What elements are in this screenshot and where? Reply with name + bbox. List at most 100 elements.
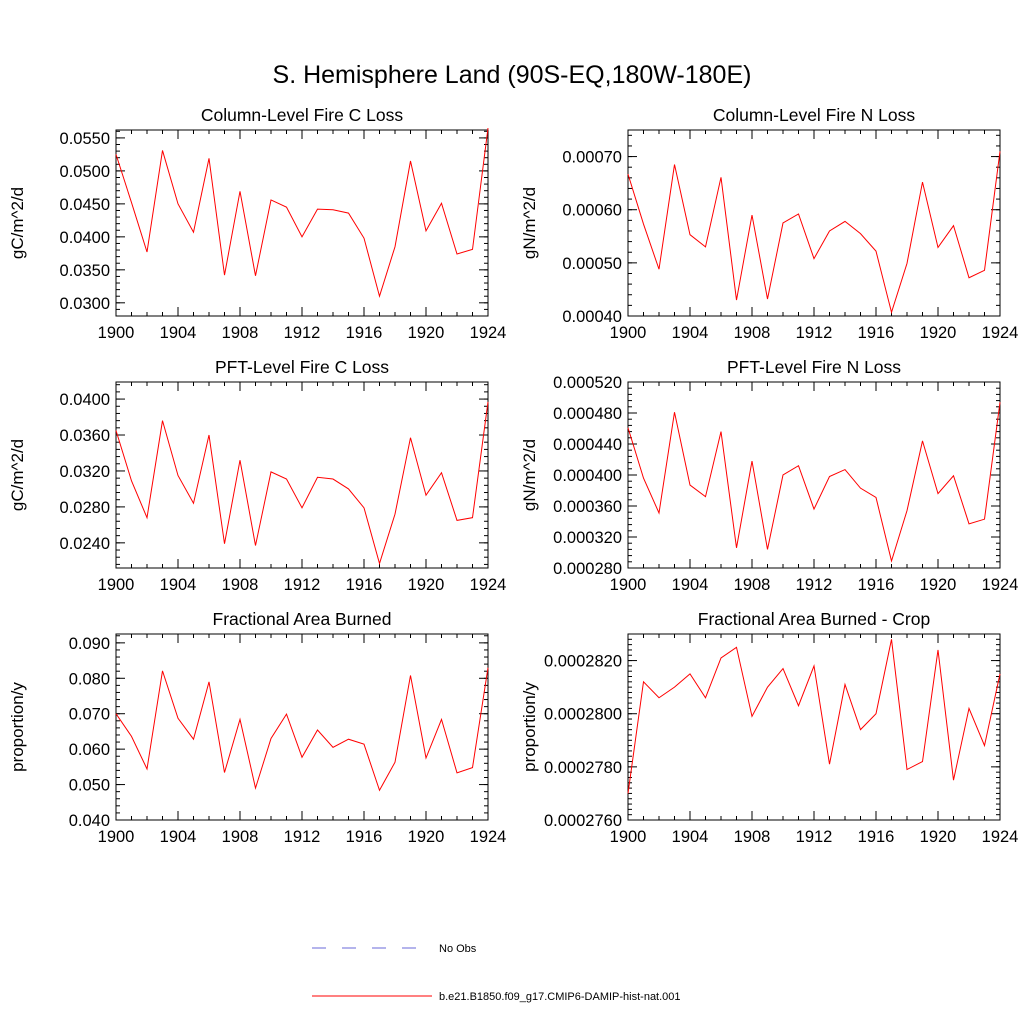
legend-label-no-obs: No Obs: [439, 943, 477, 955]
y-tick-label: 0.0002800: [544, 706, 622, 724]
series-line: [627, 639, 1001, 794]
x-tick-label: 1912: [284, 576, 321, 594]
plot-frame: [627, 129, 1001, 317]
panels: Column-Level Fire C Loss gC/m^2/d 1900 1904…: [8, 105, 1018, 846]
series-line: [627, 402, 1001, 563]
chart-title: PFT-Level Fire N Loss: [727, 357, 901, 377]
chart-panel-2: Column-Level Fire N Loss gN/m^2/d 1900 1904…: [520, 105, 1018, 342]
series-line: [115, 401, 489, 566]
y-axis-label: proportion/y: [520, 682, 539, 772]
y-axis-label: proportion/y: [8, 682, 27, 772]
x-tick-label: 1912: [796, 828, 833, 846]
y-tick-label: 0.0320: [60, 463, 110, 481]
y-tick-label: 0.090: [69, 635, 110, 653]
y-tick-label: 0.000320: [553, 529, 622, 547]
chart-panel-3: PFT-Level Fire C Loss gC/m^2/d 1900 1904 190…: [8, 357, 506, 594]
series-line: [627, 151, 1001, 315]
y-tick-label: 0.000440: [553, 436, 622, 454]
x-tick-label: 1916: [858, 576, 895, 594]
y-tick-label: 0.070: [69, 706, 110, 724]
x-tick-label: 1908: [734, 576, 771, 594]
x-tick-label: 1924: [982, 576, 1019, 594]
x-tick-label: 1912: [284, 828, 321, 846]
x-tick-label: 1904: [160, 324, 197, 342]
chart-title: Column-Level Fire C Loss: [201, 105, 404, 125]
x-tick-label: 1916: [346, 324, 383, 342]
y-tick-label: 0.0002760: [544, 812, 622, 830]
x-tick-label: 1920: [920, 576, 957, 594]
x-tick-label: 1916: [858, 828, 895, 846]
y-tick-label: 0.0360: [60, 427, 110, 445]
x-tick-label: 1904: [672, 576, 709, 594]
x-tick-label: 1924: [470, 324, 507, 342]
x-tick-label: 1908: [734, 828, 771, 846]
x-tick-label: 1908: [734, 324, 771, 342]
y-tick-label: 0.000400: [553, 467, 622, 485]
x-tick-label: 1924: [982, 828, 1019, 846]
y-tick-label: 0.0400: [60, 229, 110, 247]
chart-panel-4: PFT-Level Fire N Loss gN/m^2/d 1900 1904 190…: [520, 357, 1018, 594]
series-line: [115, 127, 489, 299]
y-axis-label: gC/m^2/d: [8, 187, 27, 259]
x-tick-label: 1904: [160, 828, 197, 846]
x-tick-label: 1900: [610, 828, 647, 846]
chart-panel-6: Fractional Area Burned - Crop proportion/…: [520, 609, 1018, 846]
x-tick-label: 1916: [346, 576, 383, 594]
y-tick-label: 0.0500: [60, 163, 110, 181]
x-tick-label: 1924: [982, 324, 1019, 342]
y-tick-label: 0.000360: [553, 498, 622, 516]
y-axis-label: gN/m^2/d: [520, 439, 539, 511]
plot-frame: [115, 129, 489, 317]
x-tick-label: 1904: [672, 828, 709, 846]
y-tick-label: 0.0002780: [544, 759, 622, 777]
y-tick-label: 0.0550: [60, 130, 110, 148]
chart-title: Column-Level Fire N Loss: [713, 105, 916, 125]
chart-panel-1: Column-Level Fire C Loss gC/m^2/d 1900 1904…: [8, 105, 506, 342]
x-tick-label: 1920: [408, 324, 445, 342]
y-tick-label: 0.0280: [60, 499, 110, 517]
y-tick-label: 0.000480: [553, 405, 622, 423]
x-tick-label: 1920: [920, 828, 957, 846]
x-tick-label: 1908: [222, 828, 259, 846]
y-tick-label: 0.040: [69, 812, 110, 830]
x-tick-label: 1900: [98, 576, 135, 594]
x-tick-label: 1900: [98, 324, 135, 342]
x-tick-label: 1900: [98, 828, 135, 846]
x-tick-label: 1912: [284, 324, 321, 342]
x-tick-label: 1920: [408, 828, 445, 846]
y-tick-label: 0.00040: [562, 308, 622, 326]
y-tick-label: 0.00060: [562, 202, 622, 220]
x-tick-label: 1904: [672, 324, 709, 342]
x-tick-label: 1900: [610, 576, 647, 594]
y-tick-label: 0.050: [69, 777, 110, 795]
y-tick-label: 0.00050: [562, 255, 622, 273]
x-tick-label: 1900: [610, 324, 647, 342]
y-tick-label: 0.0450: [60, 196, 110, 214]
plot-frame: [115, 633, 489, 821]
page-title: S. Hemisphere Land (90S-EQ,180W-180E): [273, 61, 752, 89]
x-tick-label: 1920: [408, 576, 445, 594]
chart-title: Fractional Area Burned - Crop: [698, 609, 930, 629]
y-tick-label: 0.0002820: [544, 653, 622, 671]
x-tick-label: 1904: [160, 576, 197, 594]
x-tick-label: 1912: [796, 576, 833, 594]
x-tick-label: 1912: [796, 324, 833, 342]
x-tick-label: 1924: [470, 828, 507, 846]
y-axis-label: gN/m^2/d: [520, 187, 539, 259]
y-tick-label: 0.0400: [60, 391, 110, 409]
x-tick-label: 1916: [346, 828, 383, 846]
y-tick-label: 0.00070: [562, 149, 622, 167]
chart-panel-5: Fractional Area Burned proportion/y 1900 19…: [8, 609, 506, 846]
legend: No Obs b.e21.B1850.f09_g17.CMIP6-DAMIP-h…: [312, 943, 681, 1003]
y-tick-label: 0.0300: [60, 295, 110, 313]
y-tick-label: 0.000520: [553, 374, 622, 392]
y-tick-label: 0.000280: [553, 560, 622, 578]
y-tick-label: 0.080: [69, 670, 110, 688]
y-axis-label: gC/m^2/d: [8, 439, 27, 511]
plot-frame: [115, 381, 489, 569]
x-tick-label: 1916: [858, 324, 895, 342]
x-tick-label: 1908: [222, 324, 259, 342]
y-tick-label: 0.060: [69, 741, 110, 759]
y-tick-label: 0.0350: [60, 262, 110, 280]
